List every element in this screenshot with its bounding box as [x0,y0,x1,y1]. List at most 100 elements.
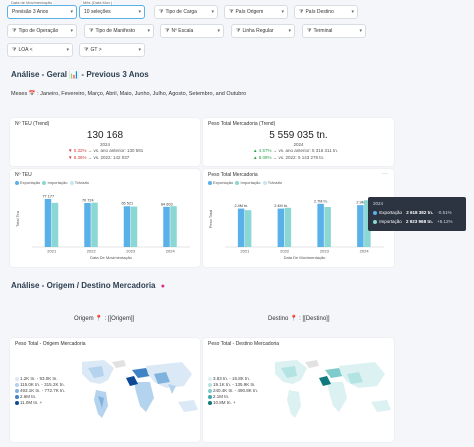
data-label: 2.4M tn. [274,204,288,208]
world-map-destino[interactable] [203,338,394,442]
legend-item: 493.1K tn. - 772.7K tn. [20,388,66,393]
months-label: Meses 📅 : Janeiro, Fevereiro, Março, Abr… [11,91,247,97]
filter-icon: ⧩ [165,28,170,34]
x-tick-label: 2021 [47,249,57,254]
tooltip-delta: -0.51% [437,210,452,215]
filter-value: Tipo de Operação [18,28,59,34]
kpi-delta-2: ▲ 8.08% → vs. 2022: 5 143 278 tn. [253,155,325,160]
filter-pais-destino[interactable]: ⧩ País Destino ▾ [294,5,358,19]
chart-legend: Exportação Importação Trânsito [208,180,282,185]
filter-icon: ⧩ [89,28,94,34]
delta-text: vs. 2022: 142 037 [93,155,130,160]
filter-icon: ⧩ [299,9,304,15]
filter-n-escala[interactable]: ⧩ Nº Escala ▾ [160,24,224,38]
data-label: 70 724 [82,198,94,202]
tooltip-year: 2024 [373,201,384,206]
map-card-origem: Peso Total - Origem Mercadoria 1.2K tn. … [10,338,200,442]
filter-value: Nº Escala [171,28,194,34]
filter-value: Linha Regular [242,28,274,34]
bar-exportação [237,208,245,247]
chevron-down-icon: ▾ [66,47,69,53]
bar-exportação [84,202,91,247]
filter-icon: ⧩ [12,28,17,34]
filter-icon: ⧩ [84,47,89,53]
bar-importação [244,210,252,247]
kpi-delta-1: ▼ 0.32% → vs. ano anterior: 130 591 [68,148,144,153]
bar-importação [324,207,331,247]
filter-tipo-manifesto[interactable]: ⧩ Tipo de Manifesto ▾ [84,24,154,38]
filter-tipo-operacao[interactable]: ⧩ Tipo de Operação ▾ [7,24,77,38]
bar-exportação [123,206,131,247]
filter-value: País Destino [305,9,334,15]
kpi-year: 2024 [293,142,304,147]
section-title-origem-destino: Análise - Origem / Destino Mercadoria ● [11,281,165,290]
x-axis-label: Data De Movimentação [90,255,133,260]
filter-icon: ⧩ [307,28,312,34]
card-title: Nº TEU (Trend) [15,121,50,127]
delta-pct: 8.08% [258,155,272,160]
chevron-down-icon: ▾ [288,28,291,34]
x-tick-label: 2023 [126,249,136,254]
filter-data-movimentacao[interactable]: Previsão 3 Anos ▾ [7,5,77,19]
legend-item: 2.1M tn. [213,394,230,399]
tooltip-label: Importação [379,219,402,224]
data-label: 65 521 [121,202,133,206]
tooltip-value: 2 923 968 tn. [406,219,433,224]
legend-item: 115.0K tn. - 315.2K tn. [20,382,65,387]
y-axis-label: Total Teu [15,211,20,227]
filter-label: Data de Movimentação [10,0,54,5]
delta-text: vs. 2022: 5 143 278 tn. [278,155,325,160]
filter-mes[interactable]: 10 seleções ▾ [79,5,145,19]
filter-value: Terminal [313,28,333,34]
bar-exportação [163,206,170,247]
chart-card-weight: Peso Total Mercadoria ··· Exportação Imp… [203,169,394,267]
tooltip-row: Exportação 2 618 382 tn. -0.51% [373,210,452,215]
bar-chart-teu: 77 177 2021 70 724 2022 65 521 2023 64 603 2024… [15,194,190,260]
filter-value: 10 seleções [84,9,111,15]
x-tick-label: 2024 [360,249,370,254]
chevron-down-icon: ▾ [281,9,284,15]
map-legend: 1.2K tn. - 93.0K tn. 115.0K tn. - 315.2K… [15,376,65,406]
legend-item: Importação [47,180,68,185]
kpi-year: 2024 [99,142,110,147]
origem-label: Origem 📍 : [[Origem]] [74,316,135,322]
legend-item: 240.4K tn. - 490.8K tn. [213,388,259,393]
filter-icon: ⧩ [159,9,164,15]
legend-item: 1.2K tn. - 93.0K tn. [20,376,58,381]
filter-value: LOA < [18,47,33,53]
legend-item: Exportação [213,180,234,185]
legend-item: 11.0M tn. + [20,400,43,405]
filter-tipo-carga[interactable]: ⧩ Tipo de Carga ▾ [154,5,218,19]
kpi-card-weight: Peso Total Mercadoria (Trend) 5 559 035 … [203,118,394,166]
legend-item: 10.8M tn. + [213,400,236,405]
filter-terminal[interactable]: ⧩ Terminal ▾ [302,24,366,38]
chevron-down-icon: ▾ [70,28,73,34]
kpi-value: 130 168 [86,130,124,141]
tooltip-value: 2 618 382 tn. [406,210,434,215]
legend-item: Trânsito [74,180,90,185]
bar-exportação [317,203,324,247]
filter-icon: ⧩ [12,47,17,53]
kpi-delta-2: ▼ 8.36% → vs. 2022: 142 037 [68,155,130,160]
more-options-icon[interactable]: ··· [382,171,388,177]
filter-loa[interactable]: ⧩ LOA < ▾ [7,43,73,57]
legend-item: 19.1K tn. - 135.9K tn. [213,382,256,387]
card-title: Peso Total - Origem Mercadoria [15,341,86,347]
x-tick-label: 2023 [320,249,330,254]
filter-value: Tipo de Manifesto [95,28,136,34]
destino-label: Destino 📍 : [[Destino]] [268,316,330,322]
bar-importação [91,202,98,247]
x-axis-label: Data De Movimentação [284,255,327,260]
filter-label: Mês (Data Mov.) [82,0,114,5]
section-title-text: Análise - Origem / Destino Mercadoria [11,281,156,290]
chevron-down-icon: ▾ [351,9,354,15]
filter-pais-origem[interactable]: ⧩ País Origem ▾ [224,5,288,19]
filter-linha-regular[interactable]: ⧩ Linha Regular ▾ [231,24,295,38]
legend-item: 2.6M tn. [20,394,37,399]
kpi-value: 5 559 035 tn. [269,130,328,141]
chevron-down-icon: ▾ [70,9,73,15]
chevron-down-icon: ▾ [217,28,220,34]
world-map-origem[interactable] [10,338,200,442]
card-title: Peso Total - Destino Mercadoria [208,341,280,347]
filter-gt[interactable]: ⧩ GT > ▾ [79,43,145,57]
